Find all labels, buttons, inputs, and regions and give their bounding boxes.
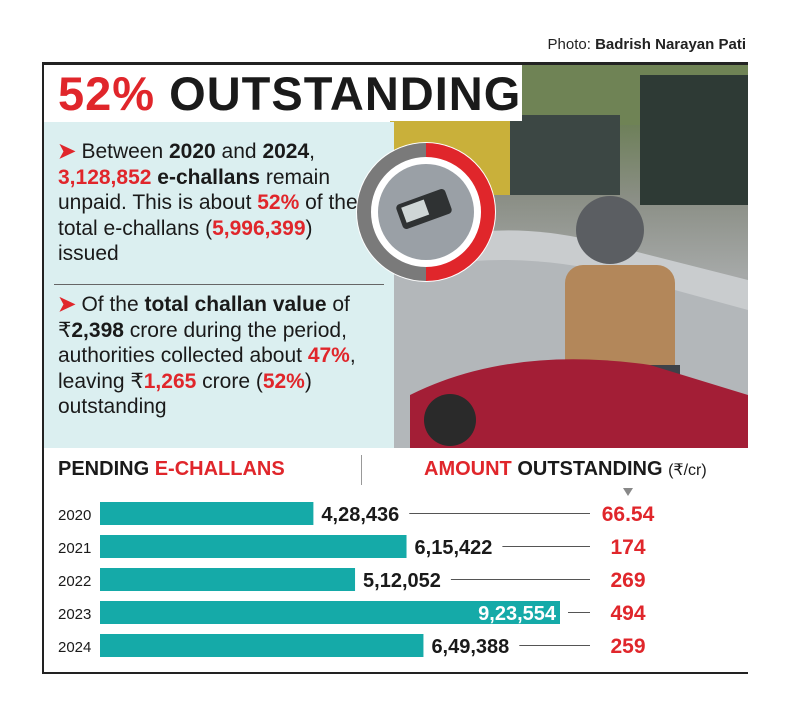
p2-percent: 52% — [262, 369, 305, 393]
page-title: 52% OUTSTANDING — [58, 68, 521, 120]
p2-text: crore ( — [196, 369, 263, 393]
pending-bar — [100, 502, 314, 525]
p2-left: 1,265 — [143, 369, 197, 393]
amount-value-label: 66.54 — [602, 503, 655, 526]
left-heading-b: E-CHALLANS — [154, 458, 285, 480]
left-rule — [42, 62, 44, 674]
p1-unpaid-count: 3,128,852 — [58, 165, 152, 189]
headline-box — [44, 65, 522, 121]
p2-text: crore during the period, authorities col… — [58, 318, 347, 368]
photo-credit: Photo: Badrish Narayan Pati — [548, 36, 746, 53]
year-label: 2024 — [58, 639, 91, 656]
p1-year-start: 2020 — [169, 140, 216, 163]
bullet-arrow-icon: ➤ — [58, 140, 82, 163]
amount-value-label: 269 — [610, 569, 645, 592]
headline-word: OUTSTANDING — [169, 67, 522, 120]
p2-text: of ₹ — [58, 293, 350, 342]
top-rule — [42, 62, 748, 65]
chart-left-heading: PENDING E-CHALLANS — [58, 458, 285, 481]
year-label: 2022 — [58, 573, 91, 590]
percent-donut — [356, 142, 496, 282]
amount-value-label: 174 — [610, 536, 645, 559]
info-paragraph-1: ➤ Between 2020 and 2024, 3,128,852 e-chal… — [58, 139, 378, 267]
pending-bar — [100, 634, 424, 657]
year-label: 2020 — [58, 507, 91, 524]
year-label: 2021 — [58, 540, 91, 557]
headline-percent: 52% — [58, 67, 156, 120]
p2-text: Of the — [81, 293, 145, 316]
donut-outstanding-arc — [425, 143, 495, 281]
p1-text: , — [309, 140, 315, 163]
right-heading-b: OUTSTANDING — [511, 458, 669, 480]
p2-text: ) outstanding — [58, 369, 312, 419]
bottom-rule — [42, 672, 748, 674]
amount-value-label: 259 — [610, 635, 645, 658]
pending-value-label: 4,28,436 — [321, 504, 399, 526]
p2-text: , leaving ₹ — [58, 344, 356, 393]
p1-text: of the total e-challans ( — [58, 191, 358, 240]
p2-total-value-label: total challan value — [144, 293, 327, 316]
p1-text: remain unpaid. This is about — [58, 165, 331, 215]
bullet-arrow-icon: ➤ — [58, 293, 82, 316]
pending-value-label: 6,49,388 — [431, 636, 509, 658]
photo-credit-label: Photo: — [547, 36, 591, 53]
pending-value-label: 6,15,422 — [415, 537, 493, 559]
p1-text: ) issued — [58, 216, 313, 266]
right-heading-a: AMOUNT — [424, 458, 512, 480]
right-heading-unit: (₹/cr) — [668, 462, 707, 479]
pending-bar — [100, 535, 407, 558]
pending-value-label: 9,23,554 — [478, 603, 557, 625]
left-heading-a: PENDING — [58, 458, 155, 480]
p1-text: and — [215, 140, 263, 163]
pending-value-label: 5,12,052 — [363, 570, 441, 592]
p1-echallans: e-challans — [151, 165, 260, 189]
panel-divider — [54, 284, 384, 285]
pointer-triangle-icon — [623, 488, 633, 496]
info-panel — [44, 122, 394, 448]
donut-collected-arc — [357, 143, 427, 281]
photo-credit-name: Badrish Narayan Pati — [595, 36, 746, 53]
p2-collected: 47% — [307, 344, 350, 367]
p1-total: 5,996,399 — [212, 216, 306, 240]
info-paragraph-2: ➤ Of the total challan value of ₹2,398 c… — [58, 292, 378, 420]
p1-percent: 52% — [257, 191, 300, 214]
p2-value: 2,398 — [71, 318, 124, 342]
pending-bar — [100, 568, 356, 591]
chart-right-heading: AMOUNT OUTSTANDING (₹/cr) — [424, 458, 707, 481]
year-label: 2023 — [58, 606, 91, 623]
amount-value-label: 494 — [610, 602, 645, 625]
pending-bar — [100, 601, 560, 624]
heading-separator — [361, 455, 362, 485]
p1-text: Between — [81, 140, 169, 163]
p1-year-end: 2024 — [262, 140, 310, 163]
